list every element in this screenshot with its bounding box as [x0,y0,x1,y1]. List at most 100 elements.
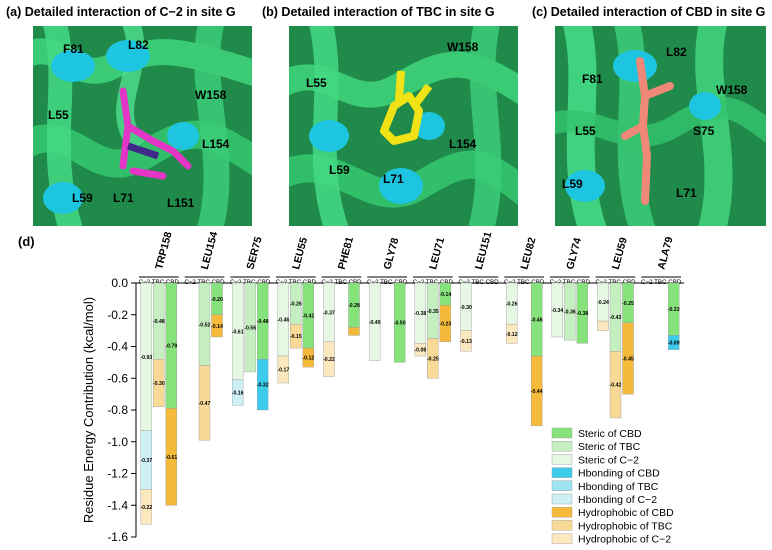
bar-value-label: -0.26 [506,302,518,308]
bar-segment [244,282,256,373]
bar-value-label: -0.26 [290,302,302,308]
legend-swatch [551,507,573,518]
bar-value-label: -0.28 [348,303,360,309]
legend-swatch [551,493,573,505]
y-tick-label: -0.8 [107,403,128,417]
bar-value-label: -0.22 [323,357,335,363]
bar-value-label: -0.38 [414,311,426,317]
bar-segment [622,322,634,395]
bar-value-label: -0.36 [564,310,576,316]
group-subheader: C−2 TBC CBD [458,279,499,286]
category-label: PHE81 [336,235,356,270]
panel-c-residue: L82 [666,45,687,59]
panel-a-residue: L71 [113,191,134,205]
group-subheader: C−2 TBC CBD [321,279,362,286]
panel-b-title: (b) Detailed interaction of TBC in site … [262,5,495,19]
y-tick-label: -1.2 [107,467,128,481]
panel-b-residue: L71 [383,172,404,186]
group-subheader: C−2 TBC CBD [184,279,225,286]
bar-value-label: -0.61 [165,455,177,461]
legend-label: Steric of C−2 [578,454,639,466]
bar-segment [427,338,439,379]
bar-value-label: -0.08 [414,348,426,354]
bar-value-label: -0.46 [531,318,543,324]
legend-label: Hbonding of C−2 [578,494,657,506]
panel-c-residue: S75 [693,124,715,138]
bar-value-label: -0.38 [576,311,588,317]
panel-a-structure [33,26,252,226]
y-tick-label: -0.4 [107,340,128,354]
y-tick-label: 0.0 [111,276,128,290]
bar-segment [198,365,211,441]
bar-segment [323,341,335,377]
bar-value-label: -0.44 [531,389,543,395]
panel-c-image [555,26,766,226]
bar-value-label: -0.37 [140,458,152,464]
bar-segment [231,379,244,406]
category-label: GLY74 [564,236,584,270]
category-label: LEU71 [427,236,447,271]
legend-swatch [551,441,573,452]
group-subheader: C−2 TBC CBD [276,279,317,286]
bar-segment [530,355,543,427]
panel-c-residue: L71 [676,186,697,200]
panel-b-residue: L55 [306,76,327,90]
y-tick-label: -0.2 [107,308,128,322]
legend-swatch [551,467,573,478]
bar-segment [211,314,223,338]
bar-value-label: -0.14 [211,324,223,330]
panel-a-residue: W158 [195,88,227,102]
bar-value-label: -0.30 [460,305,472,311]
bar-value-label: -0.49 [369,320,381,326]
category-label: ALA79 [655,235,675,270]
y-tick-label: -0.6 [107,371,128,385]
group-subheader: C−2 TBC CBD [641,279,682,286]
bar-value-label: -0.56 [244,325,256,331]
bar-value-label: -0.16 [232,391,244,397]
bar-value-label: -0.93 [140,355,152,361]
category-label: SER75 [244,235,264,270]
bar-segment [256,359,269,411]
category-label: LEU55 [290,236,310,271]
bar-value-label: -0.37 [323,310,335,316]
bar-segment [576,282,589,344]
panel-a-residue: L59 [72,191,93,205]
panel-a-residue: L154 [202,137,230,151]
group-subheader: C−2 TBC CBD [413,279,454,286]
panel-c-residue: F81 [582,72,603,86]
bar-value-label: -0.47 [199,401,211,407]
bar-value-label: -0.43 [610,315,622,321]
bar-value-label: -0.34 [551,308,563,314]
y-axis-label: Residue Energy Contribution (kcal/mol) [81,297,96,523]
legend-label: Steric of CBD [578,428,642,440]
bar-value-label: -0.50 [394,321,406,327]
legend-swatch [551,533,573,544]
bar-value-label: -0.41 [302,314,314,320]
legend-label: Hydrophobic of CBD [578,507,674,519]
group-subheader: C−2 TBC CBD [504,279,545,286]
legend-label: Hydrophobic of TBC [578,520,673,532]
group-subheader: C−2 TBC CBD [367,279,408,286]
legend-swatch [551,520,573,531]
bar-value-label: -0.48 [153,319,165,325]
panel-a-title: (a) Detailed interaction of C−2 in site … [6,5,236,19]
bar-value-label: -0.09 [668,341,680,347]
bar-segment [439,305,452,342]
panel-c-title: (c) Detailed interaction of CBD in site … [532,5,766,19]
bar-segment [140,489,153,525]
bar-segment [667,335,680,350]
group-subheader: C−2 TBC CBD [595,279,636,286]
legend-label: Hbonding of TBC [578,481,659,493]
bar-segment [460,330,472,352]
bar-value-label: -0.32 [257,383,269,389]
panel-a-image [33,26,252,226]
bar-value-label: -0.45 [622,356,634,362]
panel-c-residue: L59 [562,177,583,191]
bar-segment [290,324,302,349]
bar-value-label: -0.17 [277,368,289,374]
legend-swatch [551,427,573,439]
panel-c-residue: W158 [716,83,748,97]
category-label: TRP158 [153,230,175,270]
bar-value-label: -0.23 [439,321,451,327]
